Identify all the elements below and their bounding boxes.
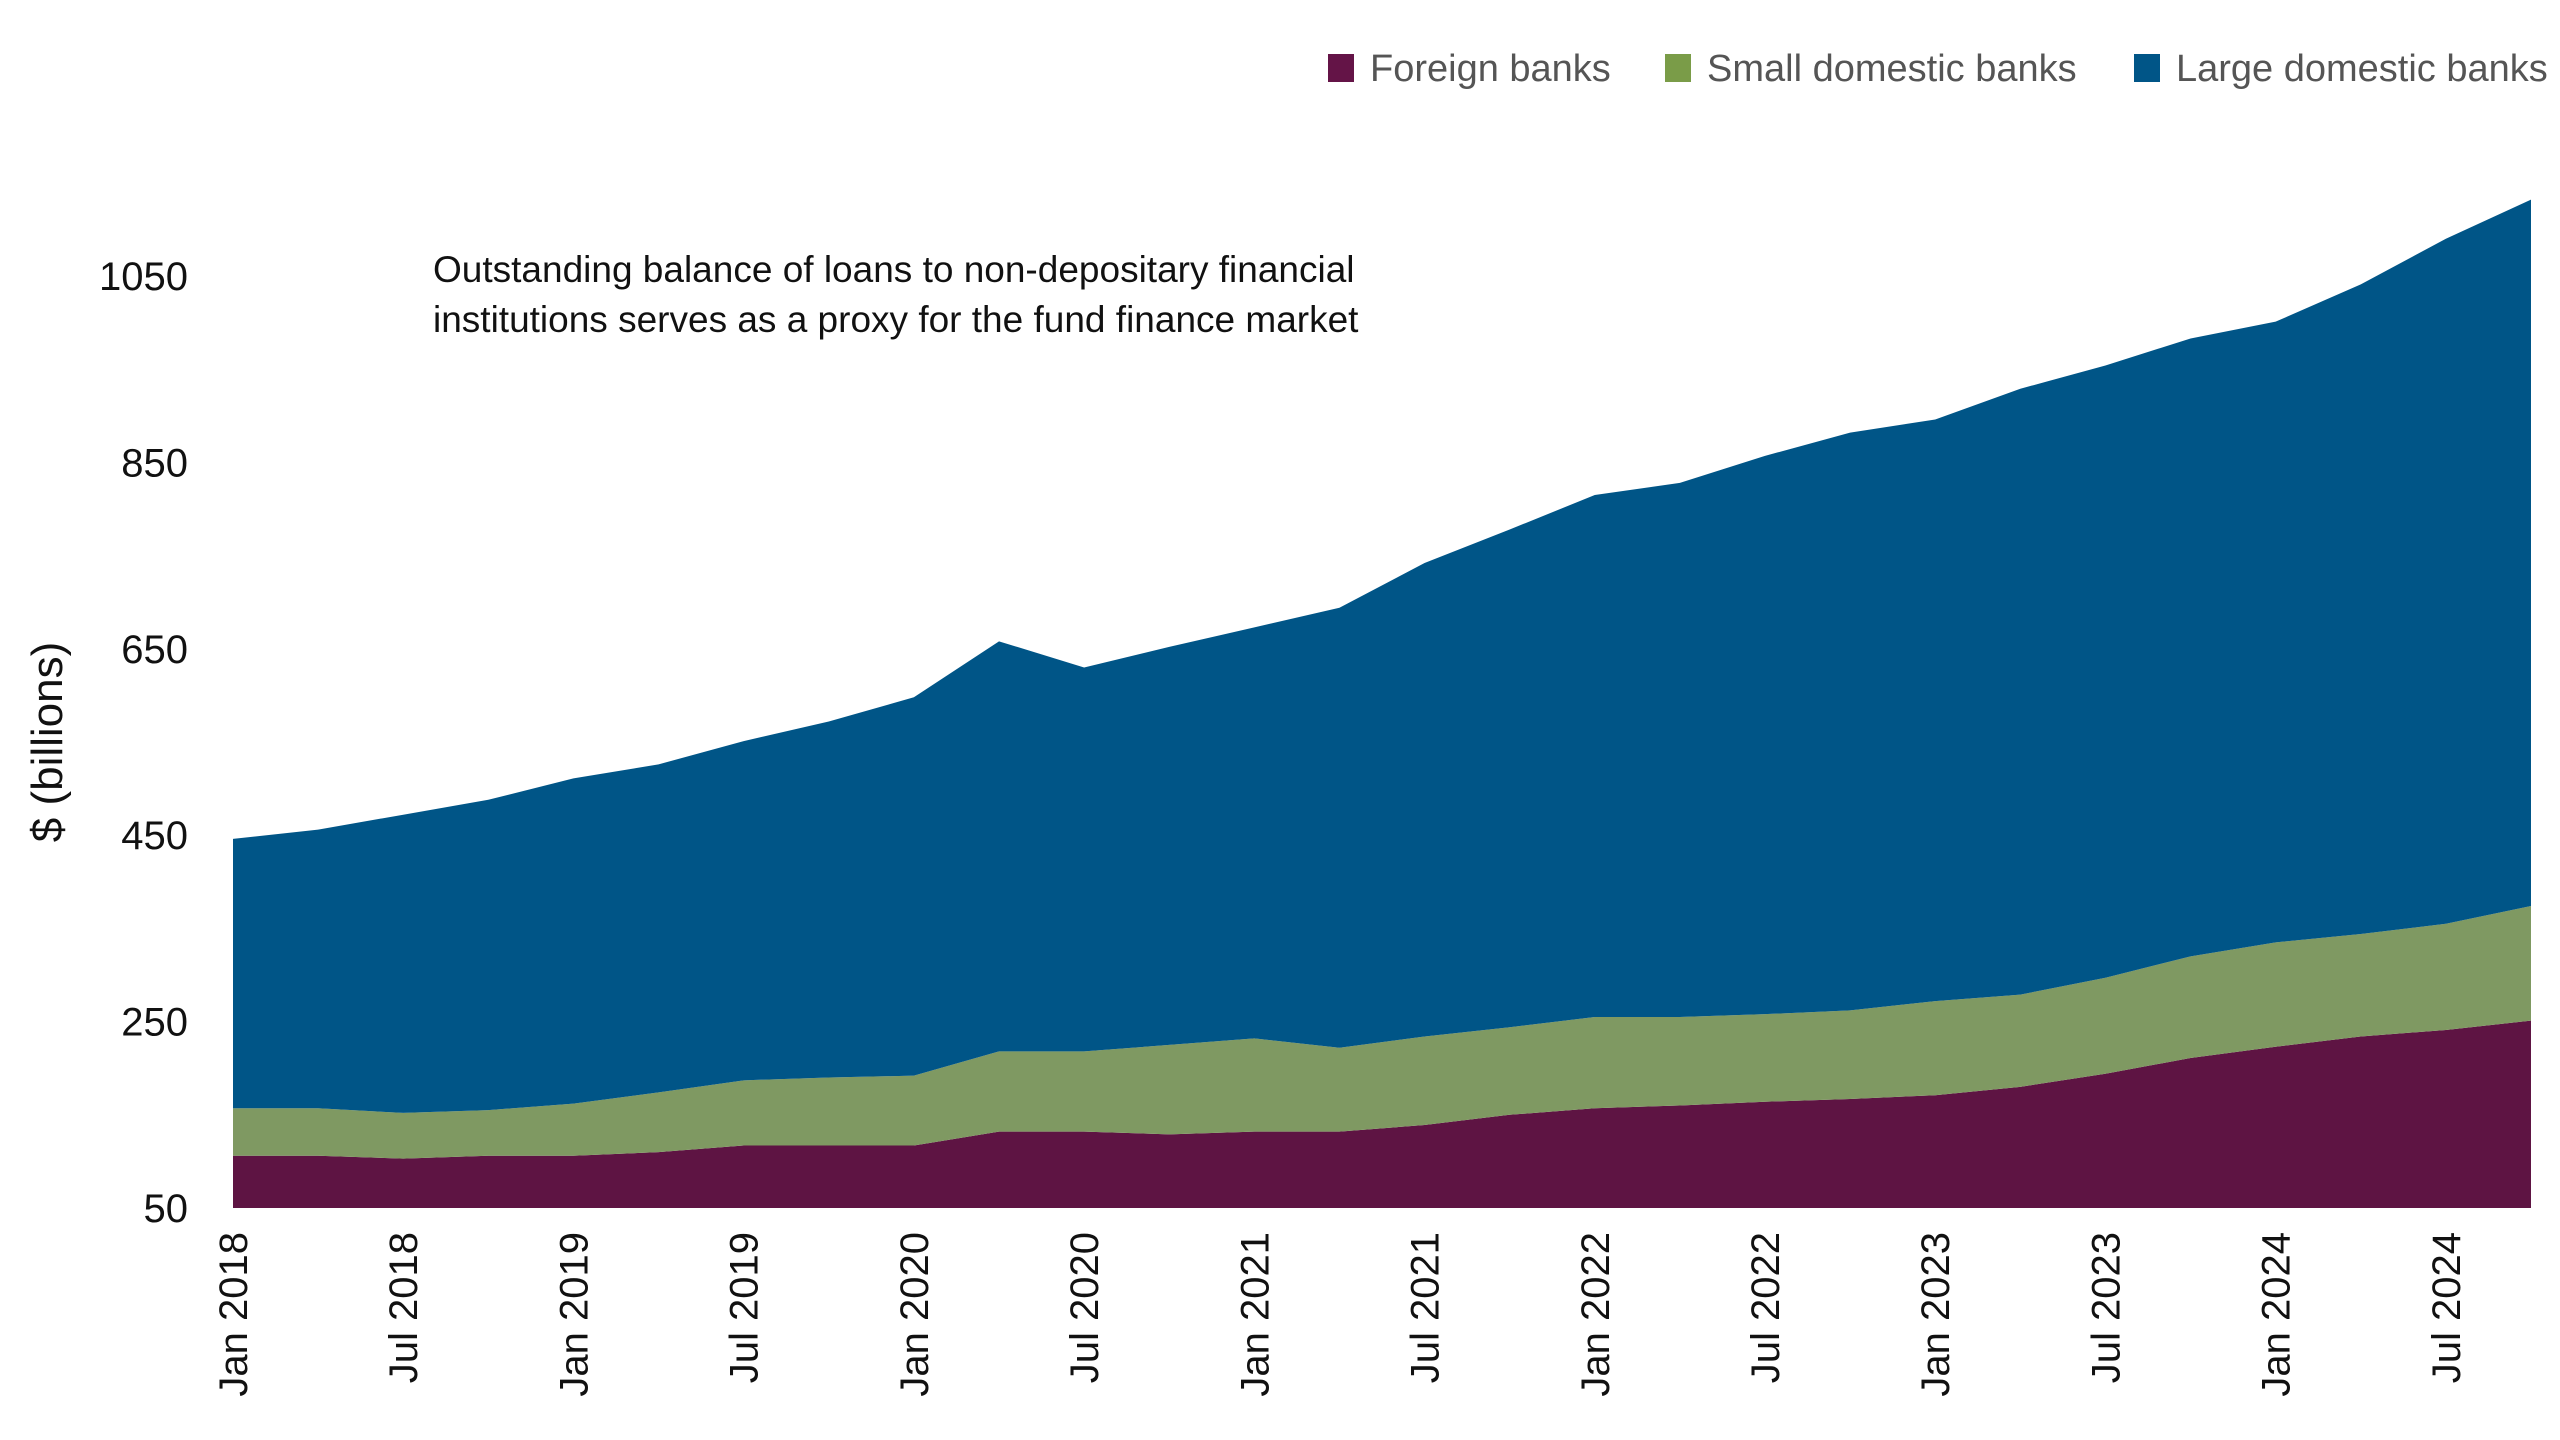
y-tick-label: 650 <box>121 628 188 672</box>
x-tick-label: Jul 2021 <box>1404 1232 1448 1383</box>
area-large-domestic-banks <box>233 199 2531 1113</box>
x-tick-label: Jul 2019 <box>723 1232 767 1383</box>
areas-layer <box>233 199 2531 1208</box>
y-tick-label: 450 <box>121 814 188 858</box>
x-tick-label: Jul 2020 <box>1063 1232 1107 1383</box>
x-tick-label: Jan 2020 <box>893 1232 937 1397</box>
area-foreign-banks <box>233 1020 2531 1208</box>
y-axis: 50 250 450 650 850 1050 <box>99 255 188 1231</box>
legend: Foreign banks Small domestic banks Large d… <box>1328 48 2548 90</box>
x-tick-label: Jul 2023 <box>2084 1232 2128 1383</box>
x-tick-label: Jul 2022 <box>1744 1232 1788 1383</box>
legend-swatch <box>1665 54 1691 82</box>
legend-swatch <box>2134 54 2160 82</box>
x-tick-label: Jan 2022 <box>1574 1232 1618 1397</box>
y-tick-label: 1050 <box>99 255 188 299</box>
y-tick-label: 250 <box>121 1001 188 1045</box>
x-tick-label: Jan 2021 <box>1233 1232 1277 1397</box>
area-small-domestic-banks <box>233 906 2531 1159</box>
x-tick-label: Jul 2024 <box>2425 1232 2469 1383</box>
annotation-line-1: Outstanding balance of loans to non-depo… <box>433 249 1355 290</box>
legend-label: Foreign banks <box>1370 48 1611 90</box>
x-axis: Jan 2018 Jul 2018 Jan 2019 Jul 2019 Jan 2020… <box>212 1232 2469 1397</box>
legend-label: Large domestic banks <box>2176 48 2548 90</box>
legend-swatch <box>1328 54 1354 82</box>
legend-label: Small domestic banks <box>1707 48 2077 90</box>
x-tick-label: Jan 2018 <box>212 1232 256 1397</box>
x-tick-label: Jan 2024 <box>2255 1232 2299 1397</box>
x-tick-label: Jan 2023 <box>1914 1232 1958 1397</box>
x-tick-label: Jan 2019 <box>552 1232 596 1397</box>
y-axis-label: $ (billions) <box>23 642 72 843</box>
x-tick-label: Jul 2018 <box>382 1232 426 1383</box>
y-tick-label: 850 <box>121 441 188 485</box>
y-tick-label: 50 <box>144 1187 189 1231</box>
annotation-line-2: institutions serves as a proxy for the f… <box>433 299 1359 340</box>
